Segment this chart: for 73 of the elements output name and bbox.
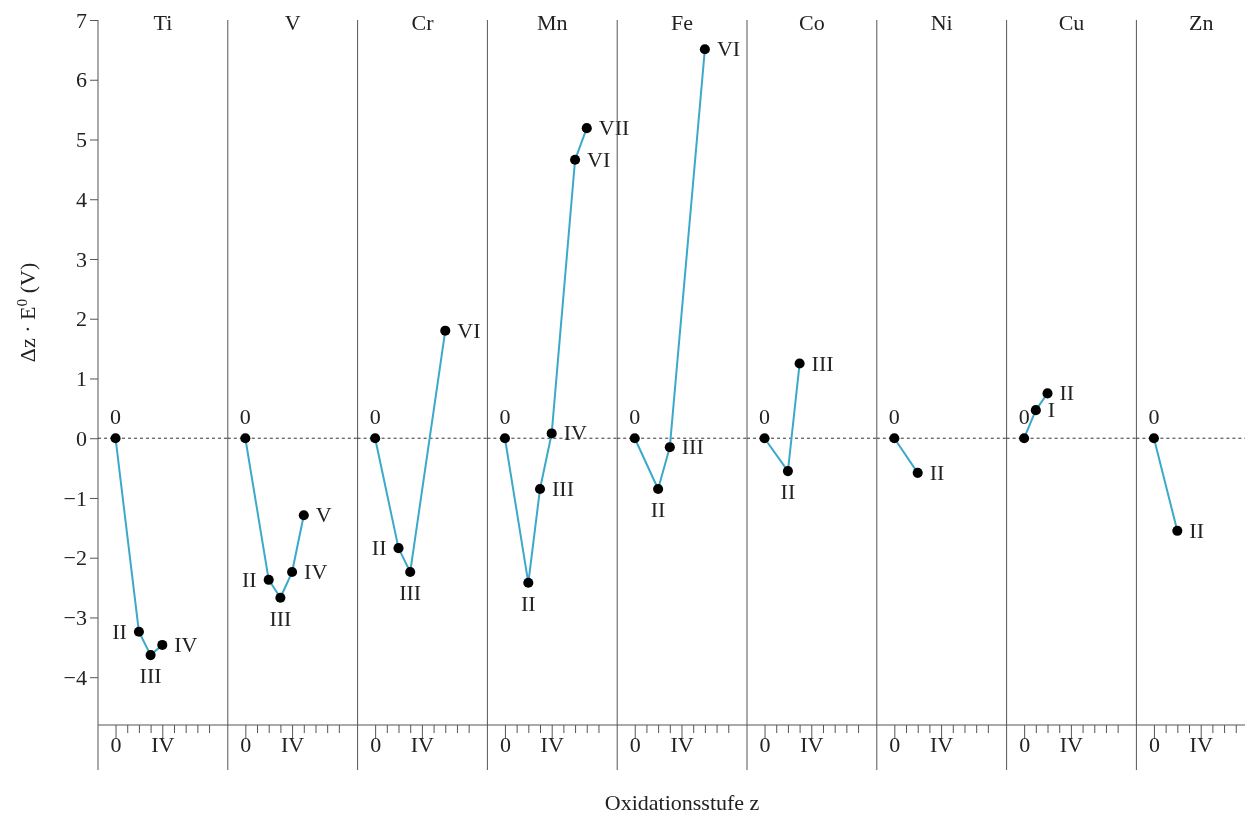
chart-title: Cr (411, 10, 435, 35)
y-tick-label: −1 (63, 485, 87, 511)
y-tick-label: −3 (63, 605, 87, 630)
chart-title: Fe (671, 10, 694, 35)
data-label: VI (587, 146, 611, 172)
y-tick-label: 4 (76, 186, 87, 212)
x-tick-label: 0 (499, 732, 511, 758)
data-label: IV (304, 559, 328, 585)
x-tick-label: 0 (889, 732, 901, 758)
y-tick-label: −2 (63, 545, 87, 571)
data-label: 0 (629, 404, 641, 430)
y-tick-label: 5 (76, 127, 87, 153)
data-label: V (315, 502, 332, 528)
x-tick-label: 0 (759, 732, 771, 758)
chart-title: Co (799, 10, 825, 35)
x-tick-label: IV (1059, 732, 1084, 758)
data-label: 0 (499, 404, 511, 430)
x-tick-label: 0 (110, 732, 122, 758)
data-label: I (1047, 397, 1056, 423)
data-label: II (1059, 380, 1075, 406)
chart-title: Ni (930, 10, 953, 35)
y-tick-label: 6 (76, 67, 87, 93)
y-tick-label: 7 (76, 7, 87, 33)
data-label: VI (457, 317, 481, 343)
data-label: 0 (1148, 404, 1160, 430)
x-tick-label: IV (670, 732, 694, 758)
data-label: II (112, 618, 127, 644)
x-tick-label: 0 (240, 732, 252, 758)
y-tick-label: 2 (76, 306, 87, 332)
data-label: 0 (369, 404, 381, 430)
x-tick-label: IV (410, 732, 435, 758)
x-axis-title: Oxidationsstufe z (604, 790, 760, 815)
data-label: II (242, 566, 257, 592)
data-label: III (552, 476, 574, 501)
y-tick-label: 1 (76, 366, 87, 392)
data-label: III (139, 663, 162, 689)
data-label: 0 (759, 404, 771, 430)
data-label: 0 (239, 404, 251, 430)
x-tick-label: IV (151, 732, 175, 758)
data-label: II (1189, 517, 1204, 543)
chart-title: Zn (1189, 10, 1214, 35)
x-tick-label: 0 (370, 732, 382, 758)
chart-title: Ti (153, 10, 173, 35)
data-label: II (650, 497, 666, 522)
x-tick-label: 0 (1019, 732, 1031, 758)
data-label: II (929, 459, 945, 485)
x-tick-label: IV (800, 732, 824, 758)
data-label: III (269, 605, 292, 631)
data-label: II (780, 479, 796, 505)
data-label: IV (563, 420, 588, 446)
data-label: VII (598, 115, 630, 141)
x-tick-label: IV (540, 732, 564, 758)
data-label: III (681, 434, 704, 460)
data-label: II (371, 535, 387, 561)
x-tick-label: IV (280, 732, 305, 758)
data-label: 0 (110, 404, 122, 430)
data-label: VI (716, 36, 741, 62)
x-tick-label: IV (1189, 732, 1213, 758)
y-tick-label: −4 (63, 664, 87, 690)
data-label: III (399, 580, 422, 606)
data-label: IV (174, 631, 198, 657)
data-label: II (520, 590, 536, 616)
chart-title: Cu (1058, 10, 1085, 35)
x-tick-label: IV (929, 732, 954, 758)
x-tick-label: 0 (629, 732, 641, 758)
chart-title: V (284, 10, 301, 35)
x-tick-label: 0 (1148, 732, 1160, 758)
chart-title: Mn (537, 10, 568, 35)
data-label: 0 (1018, 404, 1030, 430)
y-tick-label: 3 (76, 246, 87, 272)
y-tick-label: 0 (76, 425, 87, 451)
data-label: 0 (888, 404, 900, 430)
data-label: III (811, 350, 834, 376)
